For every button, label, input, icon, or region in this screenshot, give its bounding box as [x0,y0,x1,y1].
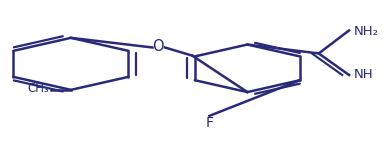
Text: NH: NH [354,68,373,81]
Text: F: F [206,116,213,130]
Text: NH₂: NH₂ [354,25,378,38]
Text: CH₃: CH₃ [27,82,49,95]
Text: O: O [152,39,164,54]
